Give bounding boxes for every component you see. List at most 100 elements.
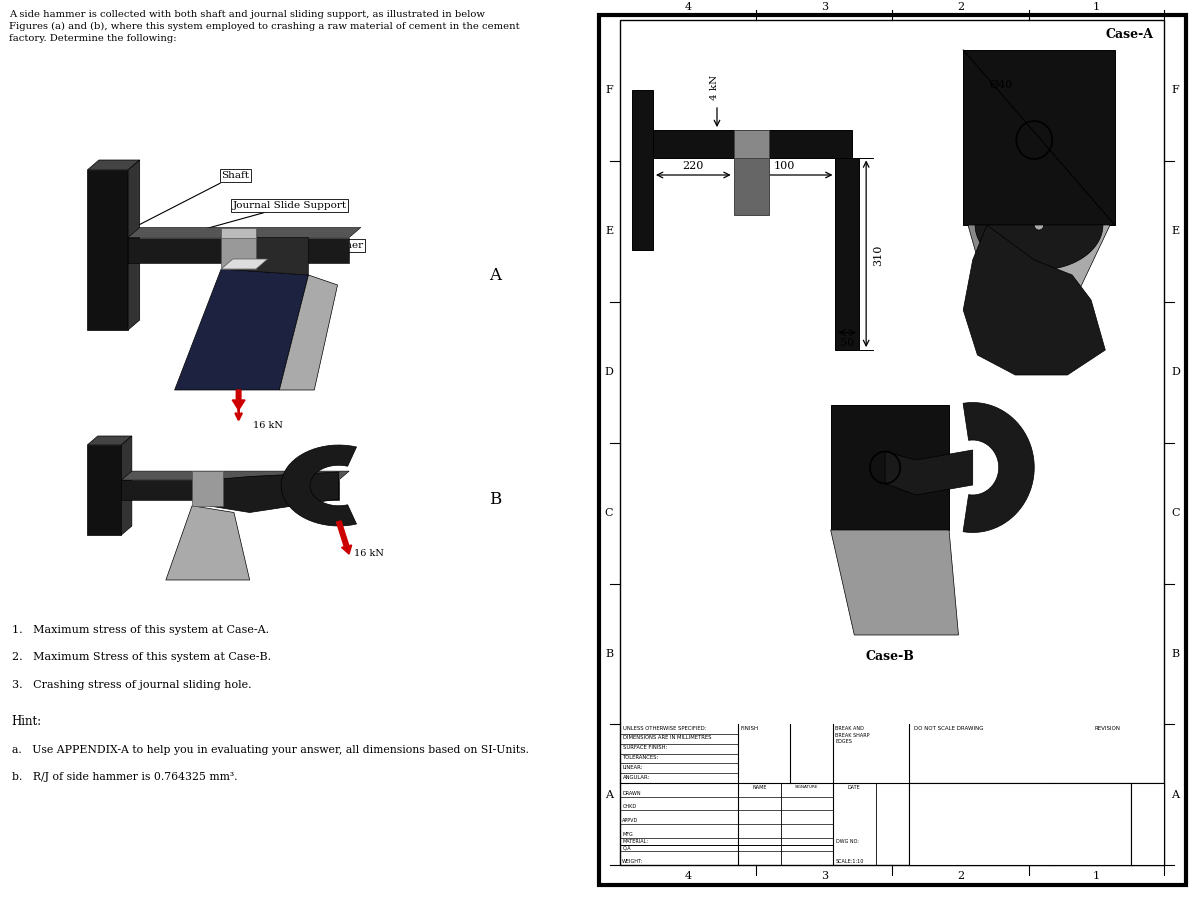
Bar: [631, 90, 653, 250]
Text: 2.   Maximum Stress of this system at Case-B.: 2. Maximum Stress of this system at Case…: [12, 652, 271, 662]
Text: 4: 4: [684, 3, 691, 13]
Text: 4: 4: [684, 871, 691, 881]
Text: Case-A: Case-A: [1105, 29, 1153, 41]
Text: 16 kN: 16 kN: [253, 420, 283, 429]
Text: 1.   Maximum stress of this system at Case-A.: 1. Maximum stress of this system at Case…: [12, 625, 269, 635]
Text: ANGULAR:: ANGULAR:: [623, 775, 650, 779]
Text: 3: 3: [821, 3, 828, 13]
Text: LINEAR:: LINEAR:: [623, 765, 643, 770]
Polygon shape: [166, 506, 250, 580]
Text: SIGNATURE: SIGNATURE: [796, 785, 818, 788]
Text: 2: 2: [956, 871, 964, 881]
Text: UNLESS OTHERWISE SPECIFIED:: UNLESS OTHERWISE SPECIFIED:: [623, 725, 706, 731]
Polygon shape: [88, 160, 139, 170]
Text: SURFACE FINISH:: SURFACE FINISH:: [623, 745, 667, 751]
Polygon shape: [88, 170, 128, 330]
Text: 3.   Crashing stress of journal sliding hole.: 3. Crashing stress of journal sliding ho…: [12, 680, 251, 690]
Text: 16 kN: 16 kN: [354, 548, 384, 557]
Polygon shape: [221, 238, 308, 275]
Polygon shape: [221, 259, 268, 269]
Text: 100: 100: [774, 161, 794, 171]
Polygon shape: [221, 228, 256, 238]
Text: 4 kN: 4 kN: [710, 75, 719, 100]
Bar: [830, 405, 949, 530]
Text: 220: 220: [683, 161, 704, 171]
Polygon shape: [121, 471, 349, 480]
Bar: [733, 130, 769, 158]
Polygon shape: [830, 530, 959, 635]
Bar: [908, 783, 1132, 865]
Text: Shaft: Shaft: [137, 171, 250, 226]
Text: E: E: [1171, 226, 1180, 236]
Text: C: C: [605, 508, 613, 518]
Polygon shape: [121, 480, 338, 500]
Polygon shape: [208, 472, 338, 512]
Text: D: D: [605, 367, 613, 377]
Text: DRAWN: DRAWN: [623, 791, 641, 796]
Bar: [653, 130, 852, 158]
Text: A side hammer is collected with both shaft and journal sliding support, as illus: A side hammer is collected with both sha…: [8, 10, 520, 43]
Text: APPENDIX-A: APPENDIX-A: [965, 817, 1075, 831]
FancyArrow shape: [233, 390, 245, 410]
Text: Case-B: Case-B: [865, 650, 914, 663]
Text: D: D: [1171, 367, 1180, 377]
Bar: [835, 158, 859, 350]
Text: F: F: [1171, 86, 1180, 95]
Text: MATERIAL:: MATERIAL:: [623, 839, 648, 844]
Polygon shape: [886, 450, 973, 495]
Text: DWG NO:: DWG NO:: [836, 839, 859, 844]
Text: C: C: [1171, 508, 1180, 518]
Text: a.   Use APPENDIX-A to help you in evaluating your answer, all dimensions based : a. Use APPENDIX-A to help you in evaluat…: [12, 745, 529, 755]
Polygon shape: [121, 436, 132, 535]
Polygon shape: [88, 436, 132, 445]
Text: B: B: [605, 649, 613, 659]
Bar: [733, 158, 769, 215]
Text: b.   R/J of side hammer is 0.764325 mm³.: b. R/J of side hammer is 0.764325 mm³.: [12, 772, 238, 782]
Text: E: E: [605, 226, 613, 236]
Text: 310: 310: [874, 244, 883, 266]
Text: A: A: [605, 789, 613, 799]
Text: DO NOT SCALE DRAWING: DO NOT SCALE DRAWING: [913, 726, 983, 732]
Text: 3: 3: [821, 871, 828, 881]
Polygon shape: [1025, 225, 1110, 325]
Text: A: A: [488, 266, 500, 284]
Text: TOLERANCES:: TOLERANCES:: [623, 755, 659, 760]
Polygon shape: [280, 275, 337, 390]
Polygon shape: [964, 225, 1105, 375]
Text: F: F: [605, 86, 613, 95]
Text: Side Hammer: Side Hammer: [264, 241, 364, 274]
Text: Hint:: Hint:: [12, 715, 42, 728]
Polygon shape: [192, 471, 223, 506]
Text: SHEET 1 OF 1: SHEET 1 OF 1: [1066, 859, 1098, 864]
Polygon shape: [128, 160, 139, 330]
Text: A4: A4: [1139, 817, 1157, 831]
Text: REVISION: REVISION: [1094, 726, 1121, 732]
Text: DATE: DATE: [848, 785, 860, 789]
Text: MFG: MFG: [623, 832, 634, 837]
Text: APPVD: APPVD: [623, 818, 638, 824]
Text: CHKD: CHKD: [623, 805, 636, 809]
Text: Q.A: Q.A: [623, 845, 631, 850]
Text: B: B: [1171, 649, 1180, 659]
Bar: [1132, 783, 1164, 865]
Text: 1: 1: [1093, 3, 1100, 13]
Text: B: B: [488, 491, 500, 508]
Text: Journal Slide Support: Journal Slide Support: [194, 201, 347, 232]
Text: NAME: NAME: [752, 785, 767, 789]
Text: SCALE:1:10: SCALE:1:10: [836, 859, 864, 864]
Text: Ø40: Ø40: [990, 80, 1013, 90]
Text: BREAK AND
BREAK SHARP
EDGES: BREAK AND BREAK SHARP EDGES: [835, 726, 870, 744]
Polygon shape: [976, 225, 1103, 270]
Polygon shape: [128, 238, 349, 263]
Text: WEIGHT:: WEIGHT:: [623, 859, 643, 864]
Text: 50: 50: [840, 338, 854, 347]
Text: 2: 2: [956, 3, 964, 13]
Polygon shape: [88, 445, 121, 535]
Text: FINISH: FINISH: [740, 726, 758, 732]
Polygon shape: [128, 228, 361, 238]
Bar: [964, 50, 1115, 225]
Polygon shape: [964, 402, 1034, 533]
Text: 1: 1: [1093, 871, 1100, 881]
Polygon shape: [281, 445, 356, 526]
Text: TITLE:: TITLE:: [912, 785, 929, 789]
